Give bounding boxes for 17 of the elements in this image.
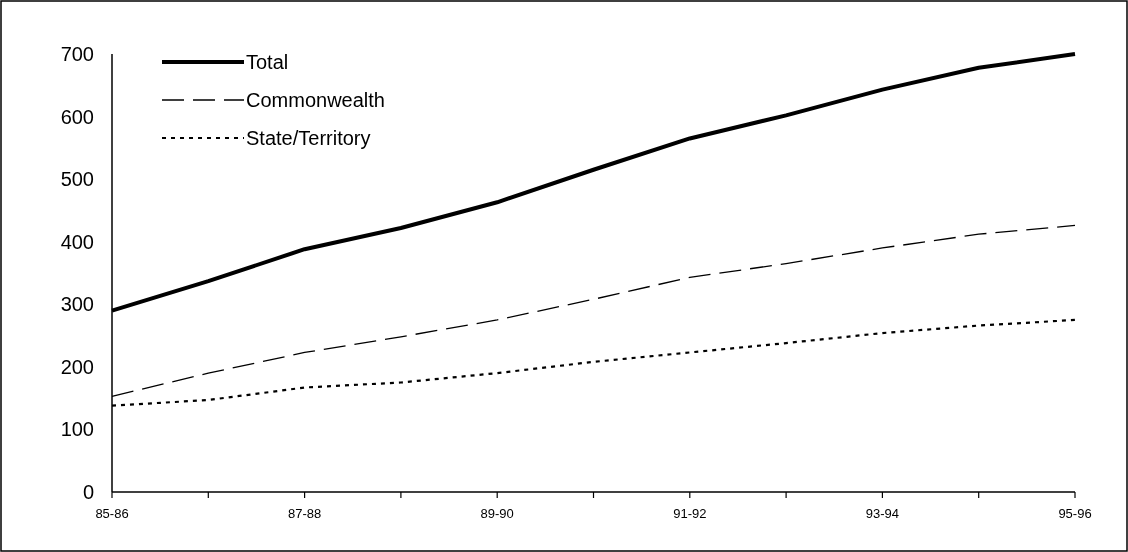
x-tick-label: 93-94 [865, 506, 900, 521]
y-tick-label: 200 [60, 355, 94, 378]
y-tick-label: 700 [60, 43, 94, 65]
x-tick-label: 87-88 [287, 506, 322, 521]
legend-label: State/Territory [246, 127, 371, 149]
legend-label: Commonwealth [246, 89, 385, 111]
legend-label: Total [246, 51, 289, 73]
x-tick-label: 95-96 [1058, 506, 1092, 521]
y-tick-label: 500 [60, 168, 94, 191]
y-tick-label: 300 [60, 293, 94, 316]
y-tick-label: 0 [82, 481, 94, 503]
y-tick-label: 600 [60, 105, 94, 128]
x-tick-label: 89-90 [480, 506, 514, 521]
y-tick-label: 400 [60, 230, 94, 253]
x-tick-label: 91-92 [673, 506, 707, 521]
x-tick-label: 85-86 [95, 506, 129, 521]
y-tick-label: 100 [60, 418, 94, 441]
